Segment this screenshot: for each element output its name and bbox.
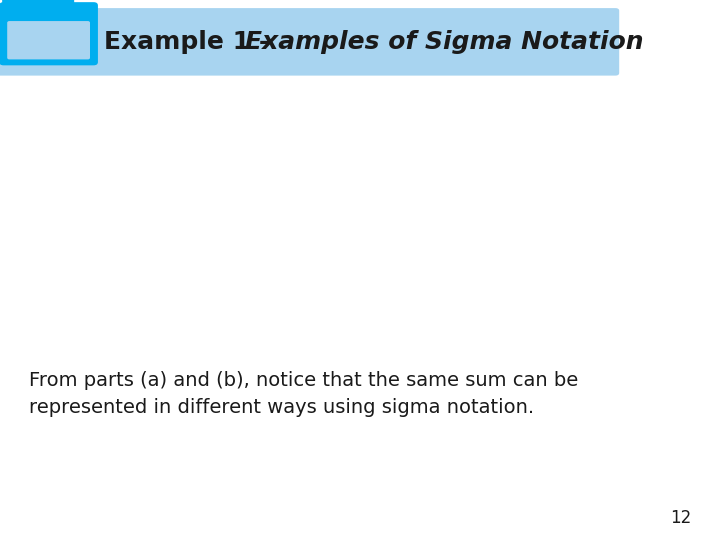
Text: 12: 12: [670, 509, 691, 528]
FancyBboxPatch shape: [2, 0, 74, 24]
FancyBboxPatch shape: [0, 8, 619, 76]
FancyBboxPatch shape: [7, 21, 90, 59]
Text: Example 1 –: Example 1 –: [104, 30, 281, 54]
Text: Examples of Sigma Notation: Examples of Sigma Notation: [245, 30, 643, 54]
Text: represented in different ways using sigma notation.: represented in different ways using sigm…: [29, 398, 534, 417]
FancyBboxPatch shape: [0, 2, 98, 65]
Text: From parts (a) and (b), notice that the same sum can be: From parts (a) and (b), notice that the …: [29, 371, 578, 390]
